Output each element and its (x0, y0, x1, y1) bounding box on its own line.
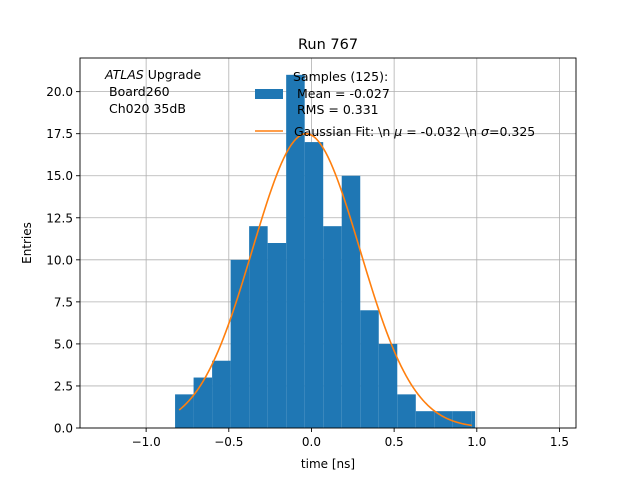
y-tick-label: 15.0 (46, 169, 73, 183)
legend-fit-sigma: σ (481, 124, 490, 139)
gaussian-fit-curve (178, 132, 472, 427)
histogram-bar (323, 226, 342, 428)
y-axis-label: Entries (20, 222, 34, 264)
x-tick-label: 1.0 (467, 435, 486, 449)
histogram-bar (193, 377, 213, 428)
y-tick-label: 2.5 (54, 379, 73, 393)
legend-fit-post: =0.325 (489, 124, 535, 139)
y-tick-label: 0.0 (54, 422, 73, 436)
histogram-bar (286, 74, 305, 429)
legend-samples-line2: Mean = -0.027 (297, 86, 390, 101)
legend-fit-mid: = -0.032 \n (402, 124, 481, 139)
histogram-bar (415, 411, 435, 428)
legend-samples-line1: Samples (125): (293, 69, 388, 84)
y-tick-label: 17.5 (46, 127, 73, 141)
x-tick-label: 0.5 (385, 435, 404, 449)
legend-samples-swatch (255, 89, 283, 99)
histogram-bar (360, 310, 379, 428)
y-tick-label: 10.0 (46, 253, 73, 267)
legend: Samples (125): Mean = -0.027 RMS = 0.331… (255, 69, 535, 139)
legend-samples-line3: RMS = 0.331 (297, 102, 379, 117)
atlas-annotation: ATLAS Upgrade Board260 Ch020 35dB (104, 67, 201, 116)
histogram-bar (471, 411, 476, 428)
histogram-bar (267, 243, 287, 428)
histogram-bar (434, 411, 453, 428)
legend-fit-mu: μ (393, 124, 402, 139)
histogram-bar (212, 360, 231, 428)
histogram-bars (175, 74, 476, 429)
x-tick-label: 1.5 (550, 435, 569, 449)
y-tick-label: 12.5 (46, 211, 73, 225)
chart-title: Run 767 (298, 37, 358, 53)
histogram-bar (378, 343, 398, 428)
y-tick-label: 20.0 (46, 85, 73, 99)
y-tick-label: 7.5 (54, 295, 73, 309)
x-tick-label: −0.5 (214, 435, 243, 449)
atlas-label: ATLAS Upgrade (104, 67, 201, 82)
x-tick-label: −1.0 (132, 435, 161, 449)
histogram-bar (397, 394, 416, 428)
board-label: Board260 (109, 84, 170, 99)
y-tick-label: 5.0 (54, 337, 73, 351)
histogram-bar (341, 175, 361, 428)
x-axis-label: time [ns] (301, 457, 355, 471)
plot-frame (79, 57, 577, 429)
histogram-bar (175, 394, 194, 428)
x-axis-ticks: −1.0 −0.5 0.0 0.5 1.0 1.5 (132, 428, 569, 449)
atlas-label-upgrade: Upgrade (144, 67, 202, 82)
y-axis-ticks: 0.0 2.5 5.0 7.5 10.0 12.5 15.0 17.5 20.0 (46, 85, 80, 436)
atlas-label-italic: ATLAS (104, 67, 144, 82)
legend-fit-label: Gaussian Fit: \n μ = -0.032 \n σ=0.325 (294, 124, 535, 139)
channel-label: Ch020 35dB (109, 101, 186, 116)
histogram-bar (304, 142, 324, 428)
histogram-bar (230, 259, 250, 428)
legend-fit-pre: Gaussian Fit: \n (294, 124, 394, 139)
histogram-bar (249, 226, 268, 428)
x-tick-label: 0.0 (302, 435, 321, 449)
